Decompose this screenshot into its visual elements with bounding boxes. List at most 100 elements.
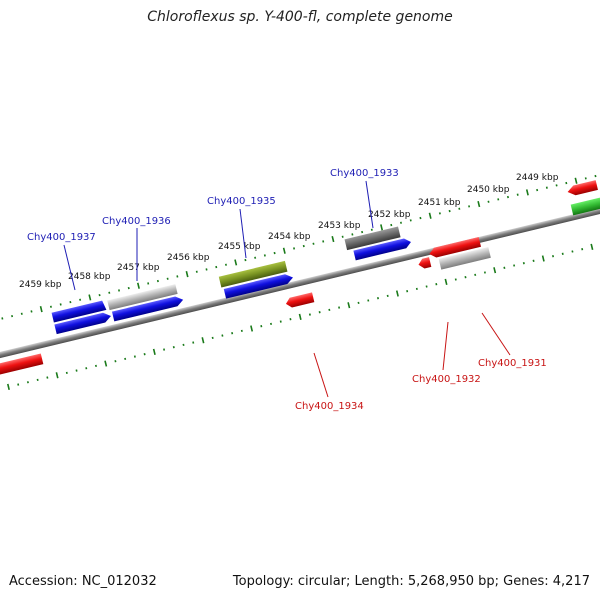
scale-label: 2457 kbp	[117, 263, 160, 273]
gene-label-chy400-1936[interactable]: Chy400_1936	[102, 216, 171, 227]
minor-tick	[438, 212, 441, 215]
major-tick	[493, 267, 497, 274]
gene-label-chy400-1937[interactable]: Chy400_1937	[27, 232, 96, 243]
minor-tick	[166, 277, 169, 280]
minor-tick	[458, 207, 461, 210]
minor-tick	[328, 308, 331, 312]
minor-tick	[124, 357, 127, 361]
gene-label-chy400-1935[interactable]: Chy400_1935	[207, 196, 276, 207]
scale-label: 2450 kbp	[467, 185, 510, 195]
minor-tick	[406, 290, 409, 293]
minor-tick	[409, 219, 412, 222]
major-tick	[185, 270, 189, 278]
minor-tick	[98, 293, 101, 297]
gene-label-chy400-1933[interactable]: Chy400_1933	[330, 168, 399, 179]
minor-tick	[26, 381, 29, 384]
minor-tick	[215, 265, 218, 269]
minor-tick	[302, 244, 305, 248]
gene-chy400-1936[interactable]	[107, 284, 178, 311]
minor-tick	[338, 306, 341, 309]
scale-labels: 2459 kbp 2458 kbp 2457 kbp 2456 kbp 2455 kbp…	[19, 173, 559, 290]
minor-tick	[448, 209, 451, 213]
minor-tick	[244, 258, 247, 262]
minor-tick	[143, 353, 146, 356]
gene-chy400-1935[interactable]	[218, 260, 288, 288]
minor-tick	[85, 367, 88, 370]
scale-label: 2453 kbp	[318, 221, 361, 231]
major-tick	[428, 212, 432, 219]
minor-tick	[11, 314, 14, 318]
gene-label-chy400-1932[interactable]: Chy400_1932	[412, 374, 481, 385]
major-tick	[39, 306, 43, 313]
minor-tick	[308, 313, 311, 316]
gene-chy400-1937[interactable]	[51, 300, 107, 323]
gene-chy400-1933-lower[interactable]	[353, 237, 412, 261]
gene-chy400-1937-lower[interactable]	[54, 311, 112, 335]
minor-tick	[513, 264, 516, 267]
minor-tick	[176, 275, 179, 278]
major-tick	[525, 189, 529, 196]
gene-label-leaders	[63, 180, 511, 398]
forward-scale-ruler	[1, 174, 597, 320]
major-tick	[250, 325, 254, 332]
gene-chy400-1931[interactable]	[438, 247, 491, 270]
scale-label: 2458 kbp	[68, 272, 111, 282]
minor-tick	[163, 348, 166, 351]
major-tick	[477, 200, 481, 208]
gene-other-edge[interactable]	[570, 197, 600, 216]
minor-tick	[263, 254, 266, 257]
minor-tick	[415, 287, 418, 291]
gene-chy400-1936-lower[interactable]	[111, 295, 184, 322]
minor-tick	[322, 240, 325, 243]
major-tick	[541, 255, 545, 262]
minor-tick	[545, 186, 548, 189]
major-tick	[201, 337, 205, 344]
minor-tick	[386, 294, 389, 298]
minor-tick	[172, 346, 175, 349]
minor-tick	[30, 310, 33, 313]
gene-chy400-1932[interactable]	[417, 257, 432, 270]
minor-tick	[571, 250, 574, 253]
major-tick	[234, 259, 238, 266]
gene-labels: Chy400_1937 Chy400_1936 Chy400_1935 Chy4…	[27, 168, 547, 412]
minor-tick	[127, 286, 130, 290]
minor-tick	[464, 276, 467, 279]
gene-chy400-1934[interactable]	[285, 292, 315, 308]
major-tick	[136, 282, 140, 289]
minor-tick	[279, 320, 282, 323]
major-tick	[574, 177, 578, 184]
minor-tick	[94, 364, 98, 368]
minor-tick	[205, 268, 208, 271]
gene-red-edge-top[interactable]	[566, 180, 598, 197]
gene-red-left-edge[interactable]	[0, 353, 44, 377]
minor-tick	[65, 371, 68, 375]
gene-chy400-1935-lower[interactable]	[223, 273, 294, 299]
gene-chy400-1931-upper[interactable]	[428, 236, 482, 259]
minor-tick	[224, 263, 227, 266]
gene-label-chy400-1931[interactable]: Chy400_1931	[478, 358, 547, 369]
minor-tick	[118, 289, 121, 292]
minor-tick	[46, 376, 49, 379]
minor-tick	[522, 262, 525, 265]
minor-tick	[594, 174, 597, 178]
minor-tick	[182, 343, 185, 347]
minor-tick	[399, 221, 403, 224]
minor-tick	[260, 325, 263, 328]
minor-tick	[312, 242, 315, 245]
minor-tick	[370, 228, 373, 231]
minor-tick	[487, 200, 490, 203]
major-tick	[88, 294, 92, 301]
gene-chy400-1933[interactable]	[344, 226, 401, 251]
minor-tick	[36, 378, 39, 382]
minor-tick	[506, 195, 509, 199]
minor-tick	[584, 177, 587, 180]
minor-tick	[468, 205, 471, 208]
minor-tick	[390, 223, 393, 227]
minor-tick	[20, 312, 23, 315]
minor-tick	[240, 329, 243, 333]
major-tick	[347, 302, 351, 309]
minor-tick	[341, 235, 344, 238]
gene-label-chy400-1934[interactable]: Chy400_1934	[295, 401, 364, 412]
major-tick	[590, 243, 594, 250]
